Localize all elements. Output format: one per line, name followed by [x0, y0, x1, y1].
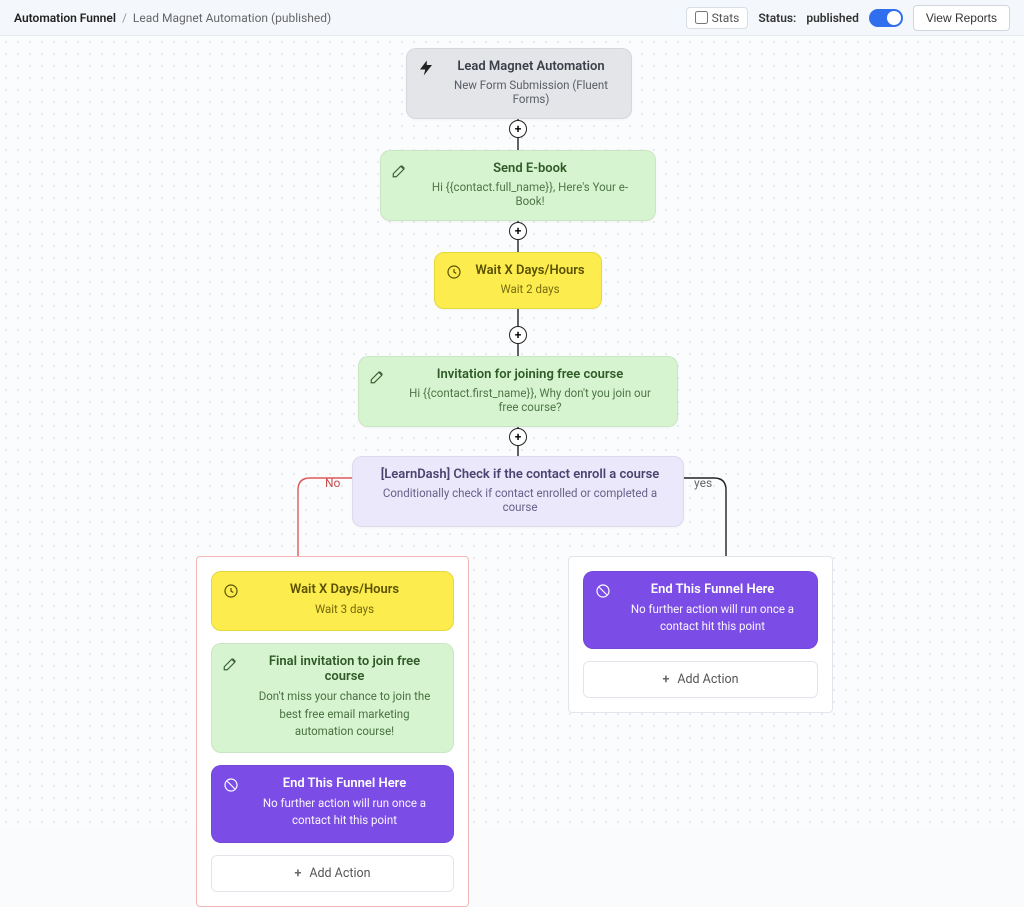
email-block-2[interactable]: Invitation for joining free course Hi {{…	[358, 356, 678, 427]
stats-checkbox[interactable]: Stats	[686, 7, 749, 29]
end-no-subtitle: No further action will run once a contac…	[252, 795, 437, 830]
breadcrumb-leaf: Lead Magnet Automation (published)	[133, 11, 331, 25]
stats-checkbox-input[interactable]	[695, 11, 708, 24]
stop-icon	[594, 582, 612, 600]
add-step-button[interactable]: +	[509, 428, 527, 446]
wait-block-no[interactable]: Wait X Days/Hours Wait 3 days	[211, 571, 454, 631]
end-block-no[interactable]: End This Funnel Here No further action w…	[211, 765, 454, 843]
condition-subtitle: Conditionally check if contact enrolled …	[373, 486, 667, 514]
email-block-no[interactable]: Final invitation to join free course Don…	[211, 643, 454, 753]
trigger-block[interactable]: Lead Magnet Automation New Form Submissi…	[406, 48, 632, 119]
automation-canvas[interactable]: No yes Lead Magnet Automation New Form S…	[0, 36, 1024, 829]
breadcrumb: Automation Funnel / Lead Magnet Automati…	[14, 11, 331, 25]
email-no-subtitle: Don't miss your chance to join the best …	[252, 688, 437, 740]
wait1-subtitle: Wait 2 days	[475, 282, 585, 296]
wait-block-1[interactable]: Wait X Days/Hours Wait 2 days	[434, 252, 602, 309]
branch-label-yes: yes	[694, 476, 712, 490]
yes-branch-container: End This Funnel Here No further action w…	[568, 556, 833, 713]
clock-icon	[222, 582, 240, 600]
no-branch-container: Wait X Days/Hours Wait 3 days Final invi…	[196, 556, 469, 907]
add-step-button[interactable]: +	[509, 120, 527, 138]
wait1-title: Wait X Days/Hours	[475, 263, 585, 278]
email2-subtitle: Hi {{contact.first_name}}, Why don't you…	[399, 386, 661, 414]
topbar-actions: Stats Status: published View Reports	[686, 5, 1010, 31]
pen-icon	[222, 654, 240, 672]
wait-no-subtitle: Wait 3 days	[252, 601, 437, 618]
trigger-title: Lead Magnet Automation	[447, 59, 615, 74]
end-yes-subtitle: No further action will run once a contac…	[624, 601, 801, 636]
status-toggle[interactable]	[869, 9, 903, 27]
trigger-subtitle: New Form Submission (Fluent Forms)	[447, 78, 615, 106]
wait-no-title: Wait X Days/Hours	[252, 582, 437, 597]
breadcrumb-root[interactable]: Automation Funnel	[14, 11, 116, 25]
view-reports-button[interactable]: View Reports	[913, 5, 1010, 31]
end-yes-title: End This Funnel Here	[624, 582, 801, 597]
email1-title: Send E-book	[421, 161, 639, 176]
email2-title: Invitation for joining free course	[399, 367, 661, 382]
status-label: Status:	[758, 11, 796, 25]
branch-label-no: No	[325, 476, 340, 490]
stats-label: Stats	[712, 11, 740, 25]
add-action-button-no[interactable]: Add Action	[211, 855, 454, 892]
add-step-button[interactable]: +	[509, 326, 527, 344]
add-step-button[interactable]: +	[509, 222, 527, 240]
end-block-yes[interactable]: End This Funnel Here No further action w…	[583, 571, 818, 649]
email-block-1[interactable]: Send E-book Hi {{contact.full_name}}, He…	[380, 150, 656, 221]
stop-icon	[222, 776, 240, 794]
add-action-button-yes[interactable]: Add Action	[583, 661, 818, 698]
breadcrumb-separator: /	[122, 11, 127, 25]
email1-subtitle: Hi {{contact.full_name}}, Here's Your e-…	[421, 180, 639, 208]
condition-title: [LearnDash] Check if the contact enroll …	[373, 467, 667, 482]
status-value: published	[806, 11, 859, 25]
pen-icon	[369, 367, 387, 385]
lightning-icon	[417, 59, 435, 77]
email-no-title: Final invitation to join free course	[252, 654, 437, 684]
condition-block[interactable]: [LearnDash] Check if the contact enroll …	[352, 456, 684, 527]
topbar: Automation Funnel / Lead Magnet Automati…	[0, 0, 1024, 36]
pen-icon	[391, 161, 409, 179]
end-no-title: End This Funnel Here	[252, 776, 437, 791]
clock-icon	[445, 263, 463, 281]
